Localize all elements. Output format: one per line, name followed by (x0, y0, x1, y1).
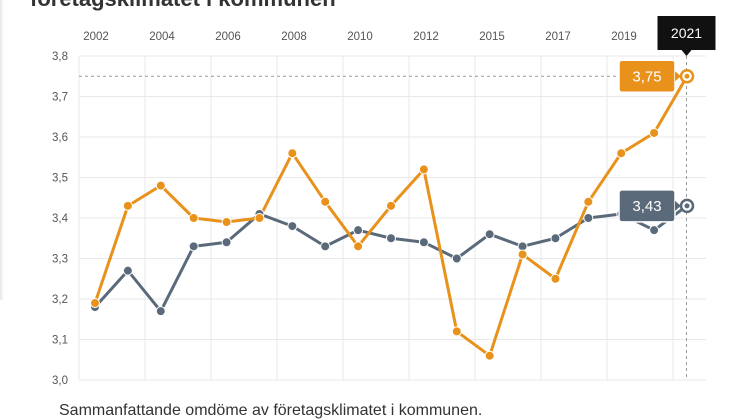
series-point (451, 326, 462, 337)
x-tick-label: 2010 (347, 31, 373, 43)
line-chart[interactable]: 2002 2004 2006 2008 2010 2012 2015 2017 2019 3,0… (0, 0, 746, 400)
series-point-highlight-core (684, 73, 690, 79)
y-tick-label: 3,0 (52, 375, 68, 387)
y-tick-label: 3,6 (52, 132, 68, 144)
series-point (320, 196, 331, 207)
series-point (90, 298, 100, 309)
series-points[interactable] (90, 69, 695, 361)
series-point (484, 229, 495, 240)
series-point (386, 200, 396, 211)
tooltip-pointer (681, 50, 692, 56)
series-point (583, 213, 594, 223)
end-label-pointer (675, 200, 681, 211)
x-tick-label: 2019 (611, 31, 637, 43)
series-point (386, 233, 396, 244)
series-point (254, 213, 265, 223)
y-axis-ticks: 3,0 3,1 3,2 3,3 3,4 3,5 3,6 3,7 3,8 (52, 51, 69, 387)
end-label-pointer (675, 71, 681, 82)
series-point (616, 148, 627, 159)
chart-caption: Sammanfattande omdöme av företagsklimate… (59, 402, 483, 419)
y-tick-label: 3,7 (52, 92, 68, 104)
y-tick-label: 3,1 (52, 335, 68, 347)
series-point (221, 217, 232, 228)
x-tick-label: 2015 (479, 31, 505, 43)
series-point (353, 225, 364, 236)
series-point (188, 241, 199, 252)
crosshair (79, 50, 687, 380)
series-point (122, 200, 133, 211)
y-tick-label: 3,8 (52, 51, 68, 63)
x-tick-label: 2017 (545, 31, 571, 43)
end-value-labels: 3,43 3,75 (618, 59, 681, 223)
series-point-highlight-core (684, 203, 690, 209)
series-point (122, 265, 133, 276)
series-point (484, 350, 495, 361)
series-point (287, 221, 298, 232)
series-point (649, 127, 660, 138)
y-tick-label: 3,5 (52, 173, 68, 185)
series-point (418, 164, 429, 175)
year-tooltip: 2021 (657, 16, 716, 56)
x-tick-label: 2004 (149, 31, 175, 43)
series-point (583, 196, 594, 207)
series-point (353, 241, 364, 252)
end-label-text: 3,43 (632, 198, 661, 215)
series-point (155, 306, 166, 317)
chart-title-fragment: företagsklimatet i kommunen (30, 0, 336, 12)
x-tick-label: 2002 (83, 31, 109, 43)
end-label-text: 3,75 (632, 68, 661, 85)
series-point (517, 249, 528, 260)
x-axis-ticks: 2002 2004 2006 2008 2010 2012 2015 2017 2019 (83, 31, 637, 43)
series-point (550, 233, 561, 244)
series-point (221, 237, 232, 248)
series-point (550, 273, 561, 284)
y-gridlines (79, 55, 706, 381)
series-point (418, 237, 429, 248)
series-point (451, 253, 462, 264)
x-tick-label: 2008 (281, 31, 307, 43)
series-lines (93, 75, 689, 358)
x-gridlines (78, 56, 674, 380)
y-tick-label: 3,3 (52, 254, 68, 266)
series-point (155, 180, 166, 191)
y-tick-label: 3,4 (52, 213, 69, 225)
panel-shadow (0, 0, 4, 300)
y-tick-label: 3,2 (52, 294, 68, 306)
x-tick-label: 2006 (215, 31, 241, 43)
tooltip-year: 2021 (671, 25, 702, 41)
series-point (188, 213, 199, 223)
series-point (649, 225, 660, 236)
tooltip-box (657, 16, 716, 50)
series-point (320, 241, 331, 252)
x-tick-label: 2012 (413, 31, 439, 43)
series-point (287, 148, 298, 159)
